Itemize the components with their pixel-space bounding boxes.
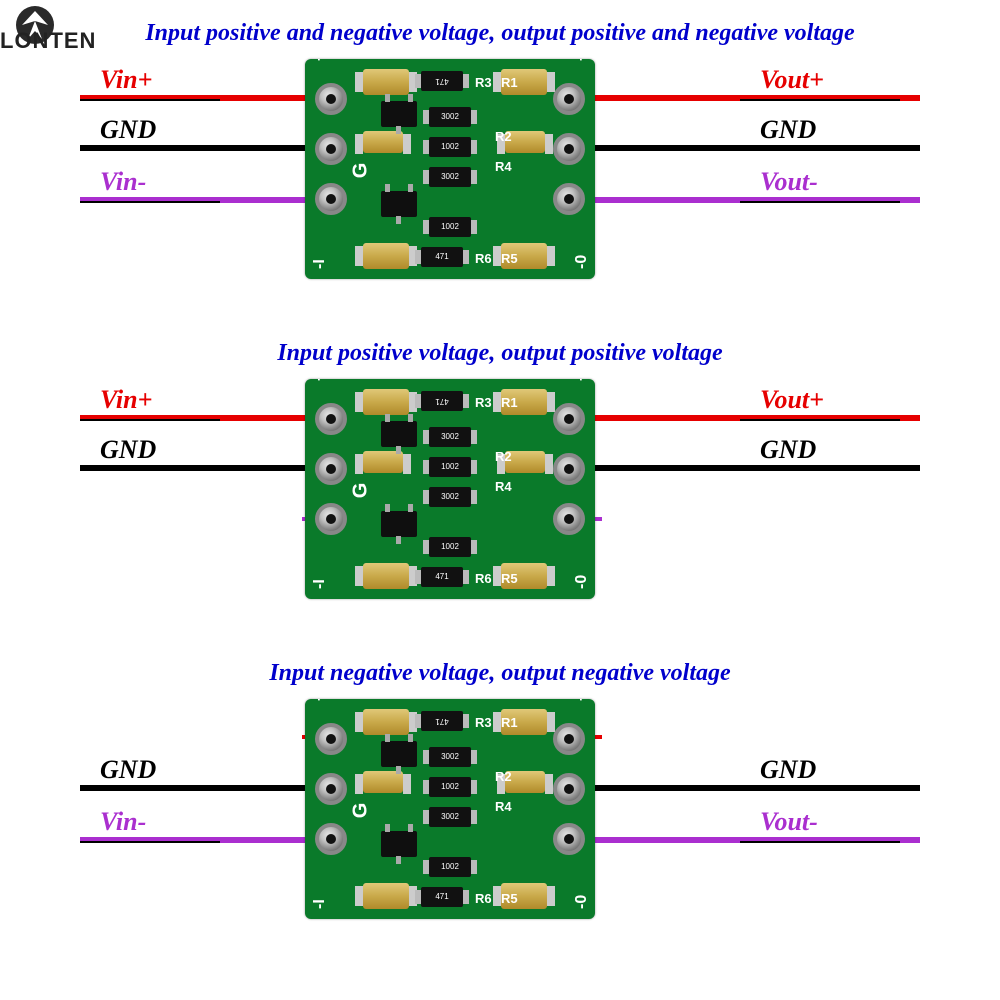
res-1002: 1002	[429, 137, 471, 157]
wire-label-left: GND	[100, 755, 156, 785]
wire-label-left: Vin-	[100, 807, 146, 837]
res-3002-b: 3002	[429, 167, 471, 187]
wire-label-left: Vin+	[100, 385, 152, 415]
wiring-diagram: GND Vin- GND Vout- 471 3002 1002 3002 1002 …	[0, 699, 1000, 919]
section-title: Input positive voltage, output positive …	[0, 340, 1000, 367]
res-471-bot: 471	[421, 887, 463, 907]
wire-label-right: GND	[760, 115, 816, 145]
section: Input positive voltage, output positive …	[0, 340, 1000, 599]
res-1002-b: 1002	[429, 537, 471, 557]
res-1002-b: 1002	[429, 217, 471, 237]
res-3002-a: 3002	[429, 747, 471, 767]
wire-label-left: GND	[100, 115, 156, 145]
section: Input positive and negative voltage, out…	[0, 20, 1000, 279]
res-1002: 1002	[429, 777, 471, 797]
wire-label-right: Vout-	[760, 167, 818, 197]
pcb-board: 471 3002 1002 3002 1002 471 +I G -I +0 -…	[305, 699, 595, 919]
res-3002-a: 3002	[429, 107, 471, 127]
res-3002-b: 3002	[429, 487, 471, 507]
res-471-top: 471	[421, 71, 463, 91]
wire-label-right: GND	[760, 435, 816, 465]
res-1002-b: 1002	[429, 857, 471, 877]
wiring-diagram: Vin+ GND Vin- Vout+ GND Vout- 471 3002 1002 3…	[0, 59, 1000, 279]
res-471-bot: 471	[421, 247, 463, 267]
section: Input negative voltage, output negative …	[0, 660, 1000, 919]
res-471-bot: 471	[421, 567, 463, 587]
res-3002-a: 3002	[429, 427, 471, 447]
pcb-board: 471 3002 1002 3002 1002 471 +I G -I +0 -…	[305, 379, 595, 599]
wire-label-right: Vout+	[760, 385, 824, 415]
res-1002: 1002	[429, 457, 471, 477]
res-471-top: 471	[421, 391, 463, 411]
pcb-board: 471 3002 1002 3002 1002 471 +I G -I +0 -…	[305, 59, 595, 279]
wire-label-right: GND	[760, 755, 816, 785]
section-title: Input positive and negative voltage, out…	[0, 20, 1000, 47]
wire-label-left: Vin-	[100, 167, 146, 197]
wire-label-left: Vin+	[100, 65, 152, 95]
wiring-diagram: Vin+ GND Vout+ GND 471 3002 1002 3002 1002 …	[0, 379, 1000, 599]
res-471-top: 471	[421, 711, 463, 731]
wire-label-right: Vout-	[760, 807, 818, 837]
res-3002-b: 3002	[429, 807, 471, 827]
section-title: Input negative voltage, output negative …	[0, 660, 1000, 687]
wire-label-right: Vout+	[760, 65, 824, 95]
wire-label-left: GND	[100, 435, 156, 465]
